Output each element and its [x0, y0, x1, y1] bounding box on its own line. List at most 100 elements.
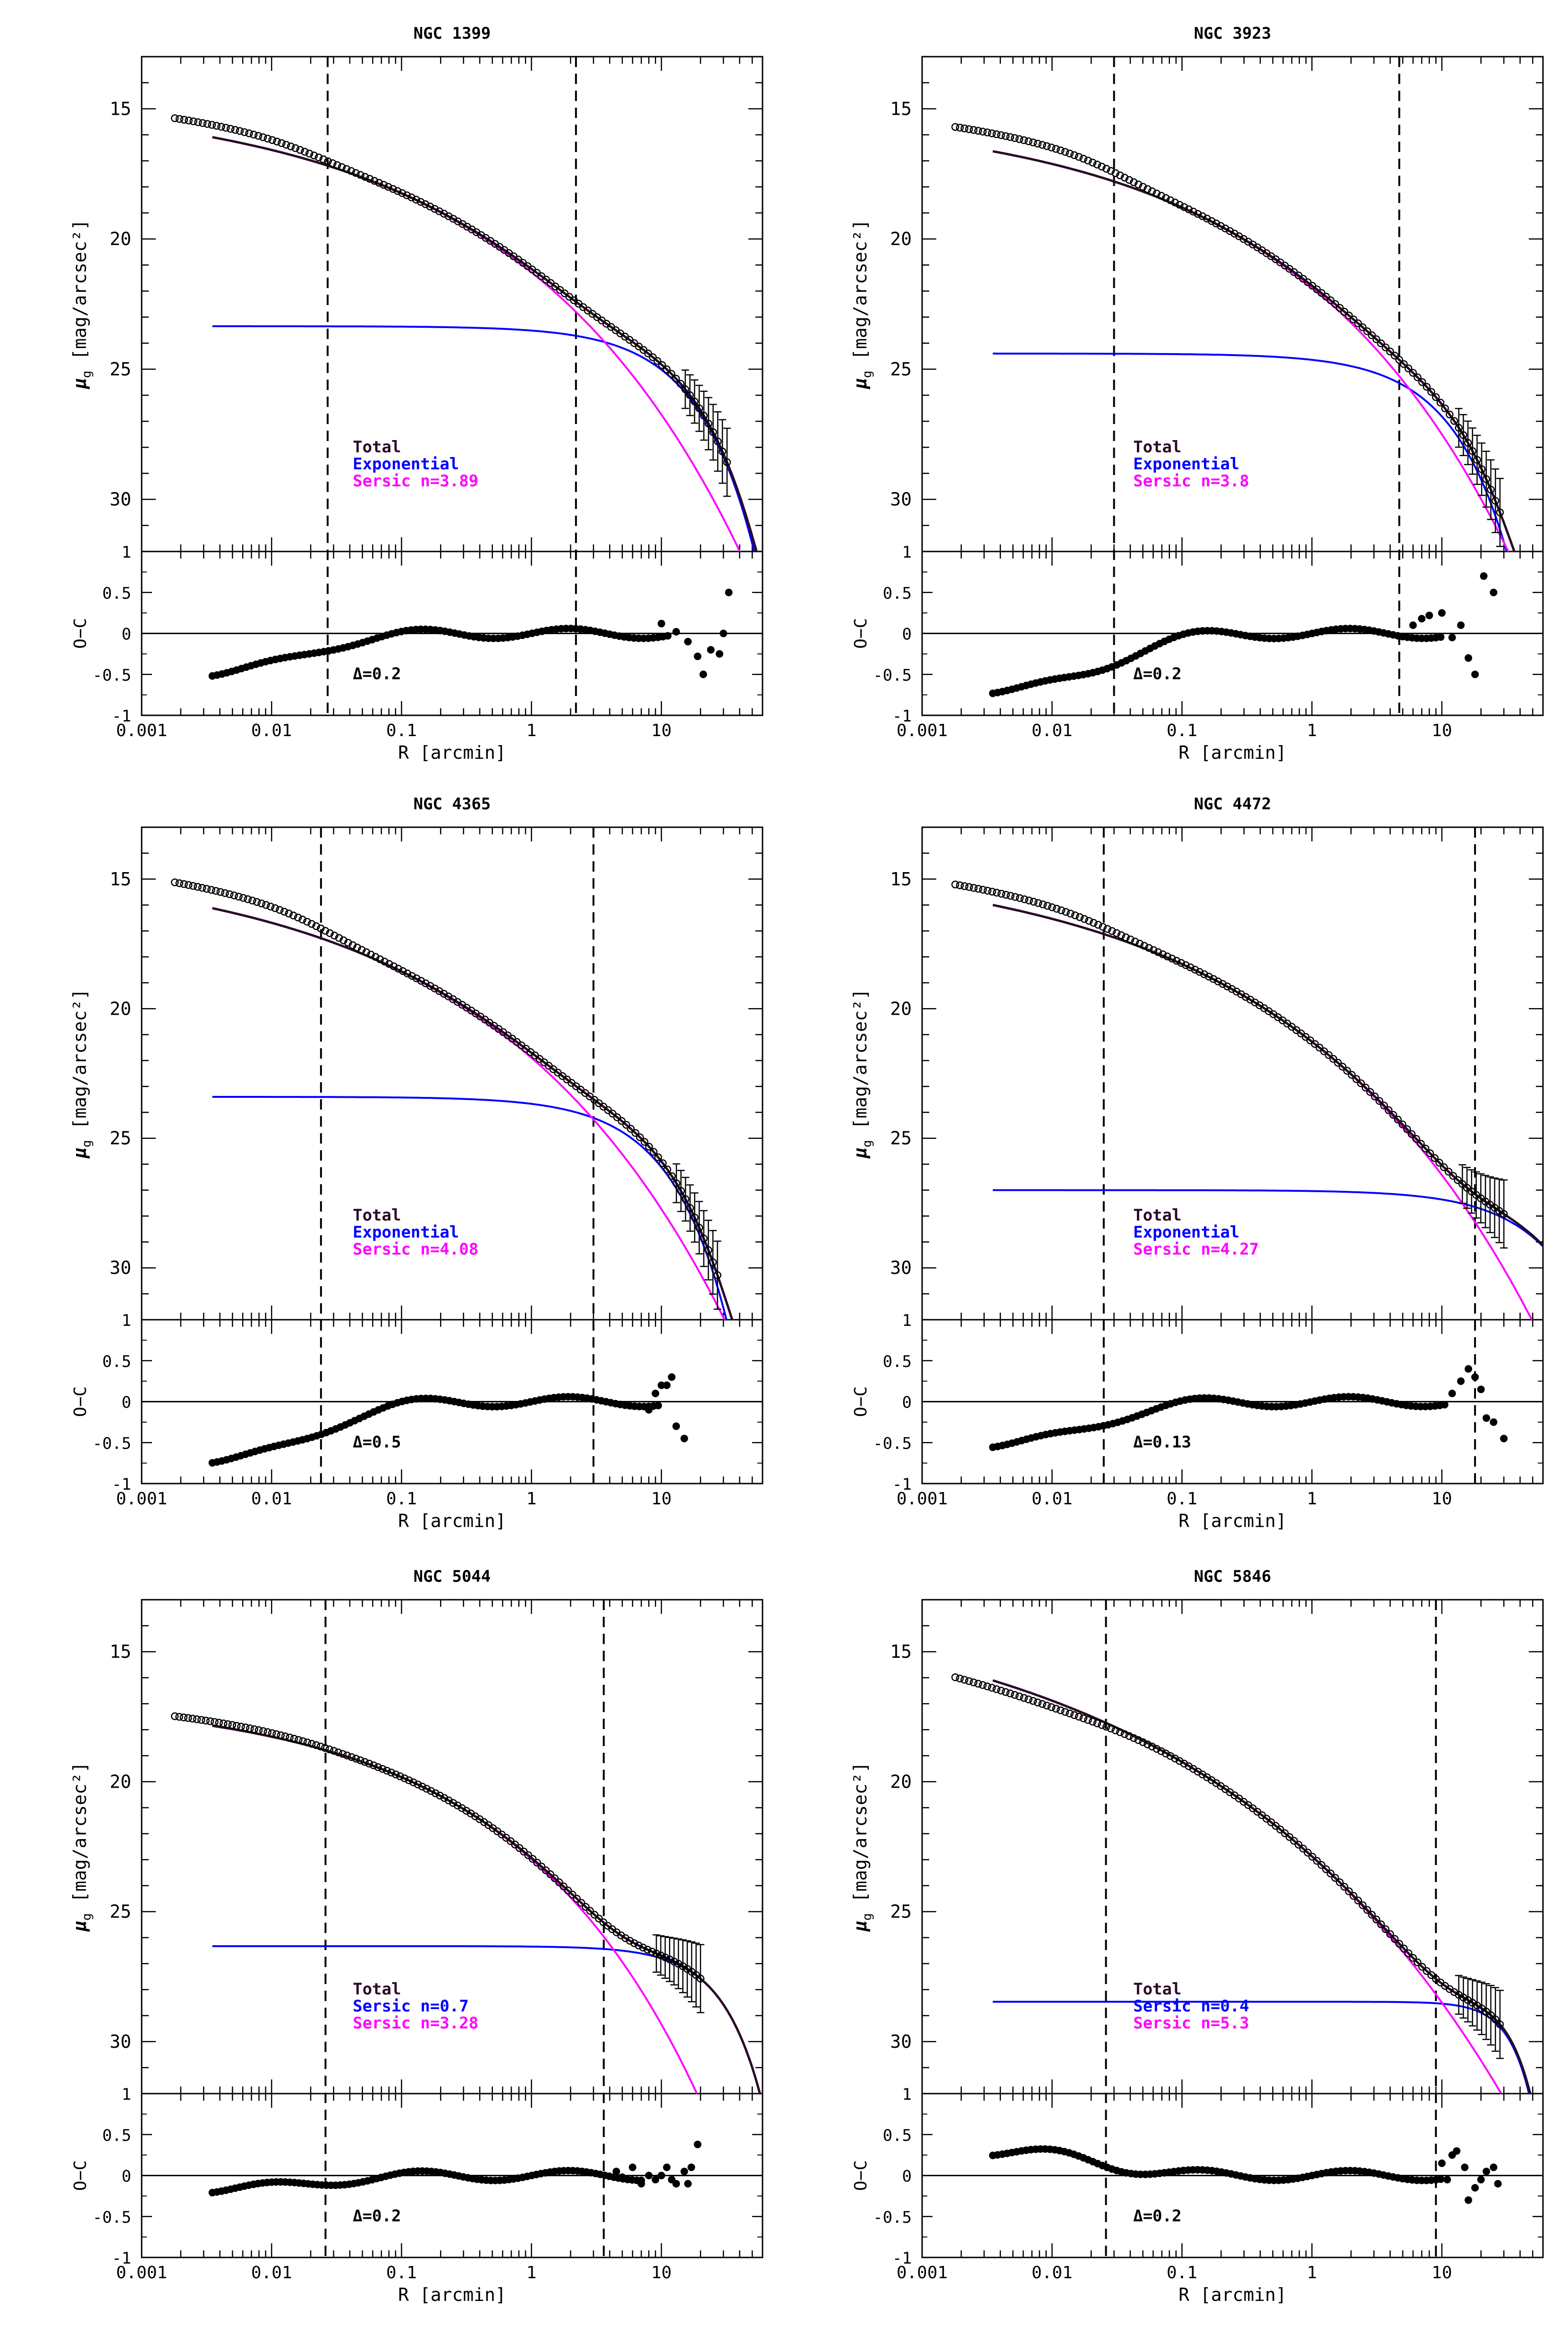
y-tick-label: 25 — [890, 359, 912, 380]
panel-title: NGC 1399 — [414, 24, 491, 43]
data-point — [1390, 1935, 1399, 1943]
data-point — [1171, 198, 1179, 207]
data-point — [1281, 1829, 1289, 1837]
data-point — [248, 897, 256, 905]
data-point — [1172, 957, 1181, 965]
data-point — [370, 177, 379, 185]
data-point — [965, 125, 973, 133]
data-point — [658, 361, 666, 369]
data-point — [1116, 1728, 1124, 1736]
residual-point — [664, 632, 672, 640]
main-curves — [171, 114, 758, 551]
residual-point — [1457, 1377, 1465, 1385]
y-tick-label: 30 — [110, 489, 131, 510]
data-point — [1382, 1925, 1390, 1934]
data-point — [1313, 1857, 1321, 1865]
data-point — [1084, 156, 1092, 165]
data-point — [1366, 1088, 1374, 1096]
data-point — [299, 1737, 307, 1745]
data-point — [396, 1772, 404, 1781]
residual-point — [1480, 572, 1488, 580]
data-point — [278, 139, 286, 147]
res-y-tick-label: 1 — [122, 2085, 131, 2104]
data-point — [970, 884, 978, 892]
data-point — [665, 1955, 674, 1964]
data-point — [259, 133, 267, 141]
legend-entry-2: Sersic n=0.7 — [353, 1997, 469, 2016]
data-point — [1195, 968, 1204, 976]
data-point — [1326, 1869, 1335, 1878]
data-point — [1157, 1747, 1165, 1755]
y-tick-label: 30 — [890, 2031, 912, 2052]
data-point — [1409, 1954, 1417, 1962]
y-axis-label: μg [mag/arcsec²] — [850, 220, 874, 390]
data-point — [1071, 911, 1079, 919]
data-point — [184, 881, 193, 889]
data-point — [1168, 954, 1176, 963]
data-point — [389, 185, 397, 193]
data-point — [1320, 1047, 1328, 1055]
x-tick-label: 1 — [1307, 721, 1317, 740]
y-axis-label-group: μg [mag/arcsec²] — [69, 989, 94, 1159]
y-tick-label: 20 — [110, 1771, 131, 1792]
residual-y-axis-label: O−C — [851, 1386, 871, 1417]
data-point — [1290, 1837, 1298, 1845]
data-point — [1020, 895, 1028, 903]
data-point — [344, 939, 352, 947]
residual-point — [1471, 2184, 1479, 2192]
legend-entry-2: Exponential — [1133, 1223, 1239, 1242]
data-point — [960, 124, 968, 133]
data-point — [1352, 1075, 1360, 1083]
data-point — [1349, 1892, 1357, 1900]
data-point — [1148, 187, 1156, 195]
data-point — [339, 936, 348, 944]
data-point — [294, 913, 302, 922]
data-point — [1414, 373, 1422, 382]
data-point — [1056, 1706, 1065, 1714]
data-point — [718, 447, 727, 456]
data-point — [1375, 1097, 1383, 1105]
data-point — [228, 1721, 237, 1729]
data-point — [1107, 167, 1115, 175]
data-point — [1120, 174, 1129, 182]
data-point — [956, 124, 964, 132]
data-point — [681, 385, 689, 393]
residual-point — [1418, 615, 1426, 623]
data-point — [1052, 145, 1060, 153]
data-point — [184, 1714, 192, 1722]
data-point — [427, 1787, 435, 1795]
data-point — [1377, 339, 1385, 348]
data-point — [1308, 1852, 1316, 1861]
data-point — [224, 1720, 232, 1728]
data-point — [244, 895, 252, 903]
data-point — [1079, 154, 1087, 163]
res-y-tick-label: 0.5 — [102, 584, 131, 603]
data-point — [1423, 383, 1431, 391]
data-point — [1157, 192, 1165, 200]
y-tick-label: 25 — [890, 1128, 912, 1149]
residual-point — [1483, 1414, 1491, 1422]
data-point — [1382, 343, 1390, 351]
res-y-tick-label: -1 — [892, 707, 912, 726]
panel-title: NGC 5044 — [414, 1567, 491, 1586]
data-point — [291, 144, 300, 153]
residual-point — [720, 629, 728, 637]
data-point — [1080, 915, 1088, 923]
data-point — [1067, 909, 1075, 918]
data-point — [1025, 1695, 1033, 1704]
data-point — [1094, 921, 1102, 929]
data-point — [1011, 893, 1019, 901]
residual-point — [1438, 2159, 1446, 2167]
data-point — [636, 1133, 644, 1141]
x-tick-label: 10 — [1432, 2263, 1452, 2282]
data-point — [704, 419, 712, 428]
data-point — [330, 1747, 338, 1755]
data-point — [1389, 1111, 1398, 1119]
data-point — [1144, 185, 1152, 193]
data-point — [1102, 1722, 1110, 1731]
component2-curve — [212, 325, 755, 551]
data-point — [713, 437, 722, 446]
data-point — [700, 412, 708, 420]
data-point — [1145, 944, 1153, 952]
data-point — [347, 167, 355, 175]
